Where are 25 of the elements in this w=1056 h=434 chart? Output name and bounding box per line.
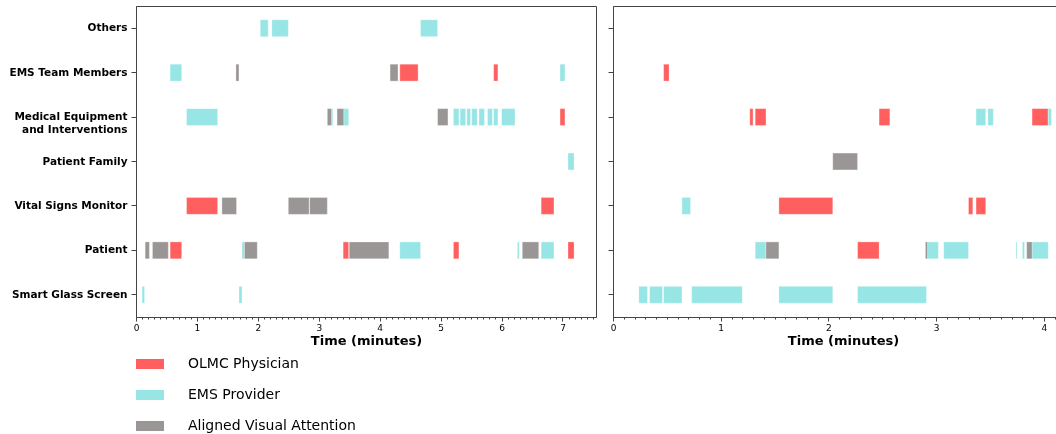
- x-tick-label: 2: [255, 322, 262, 333]
- y-tick-label: Patient: [84, 243, 128, 256]
- x-tick-label: 0: [610, 322, 617, 333]
- x-tick-label: 3: [933, 322, 940, 333]
- legend-label: Aligned Visual Attention: [188, 417, 356, 433]
- x-tick-label: 4: [1041, 322, 1048, 333]
- y-tick-label: EMS Team Members: [9, 65, 128, 78]
- y-tick-label: Others: [87, 21, 128, 34]
- x-axis-title: Time (minutes): [787, 332, 900, 348]
- legend-label: EMS Provider: [188, 386, 281, 402]
- x-tick-label: 1: [718, 322, 725, 333]
- x-tick-label: 6: [499, 322, 506, 333]
- x-tick-label: 1: [194, 322, 201, 333]
- y-tick-label: Patient Family: [42, 154, 128, 167]
- x-axis-title: Time (minutes): [310, 332, 423, 348]
- x-tick-label: 2: [826, 322, 832, 333]
- y-tick-label: Smart Glass Screen: [11, 287, 128, 300]
- y-tick-label: Vital Signs Monitor: [14, 198, 129, 211]
- x-tick-label: 5: [438, 322, 444, 333]
- y-tick-label: Medical Equipment and Interventions: [14, 110, 128, 135]
- x-tick-label: 4: [377, 322, 384, 333]
- x-tick-label: 7: [560, 322, 566, 333]
- x-tick-label: 0: [133, 322, 140, 333]
- legend-label: OLMC Physician: [188, 355, 299, 371]
- x-tick-label: 3: [316, 322, 323, 333]
